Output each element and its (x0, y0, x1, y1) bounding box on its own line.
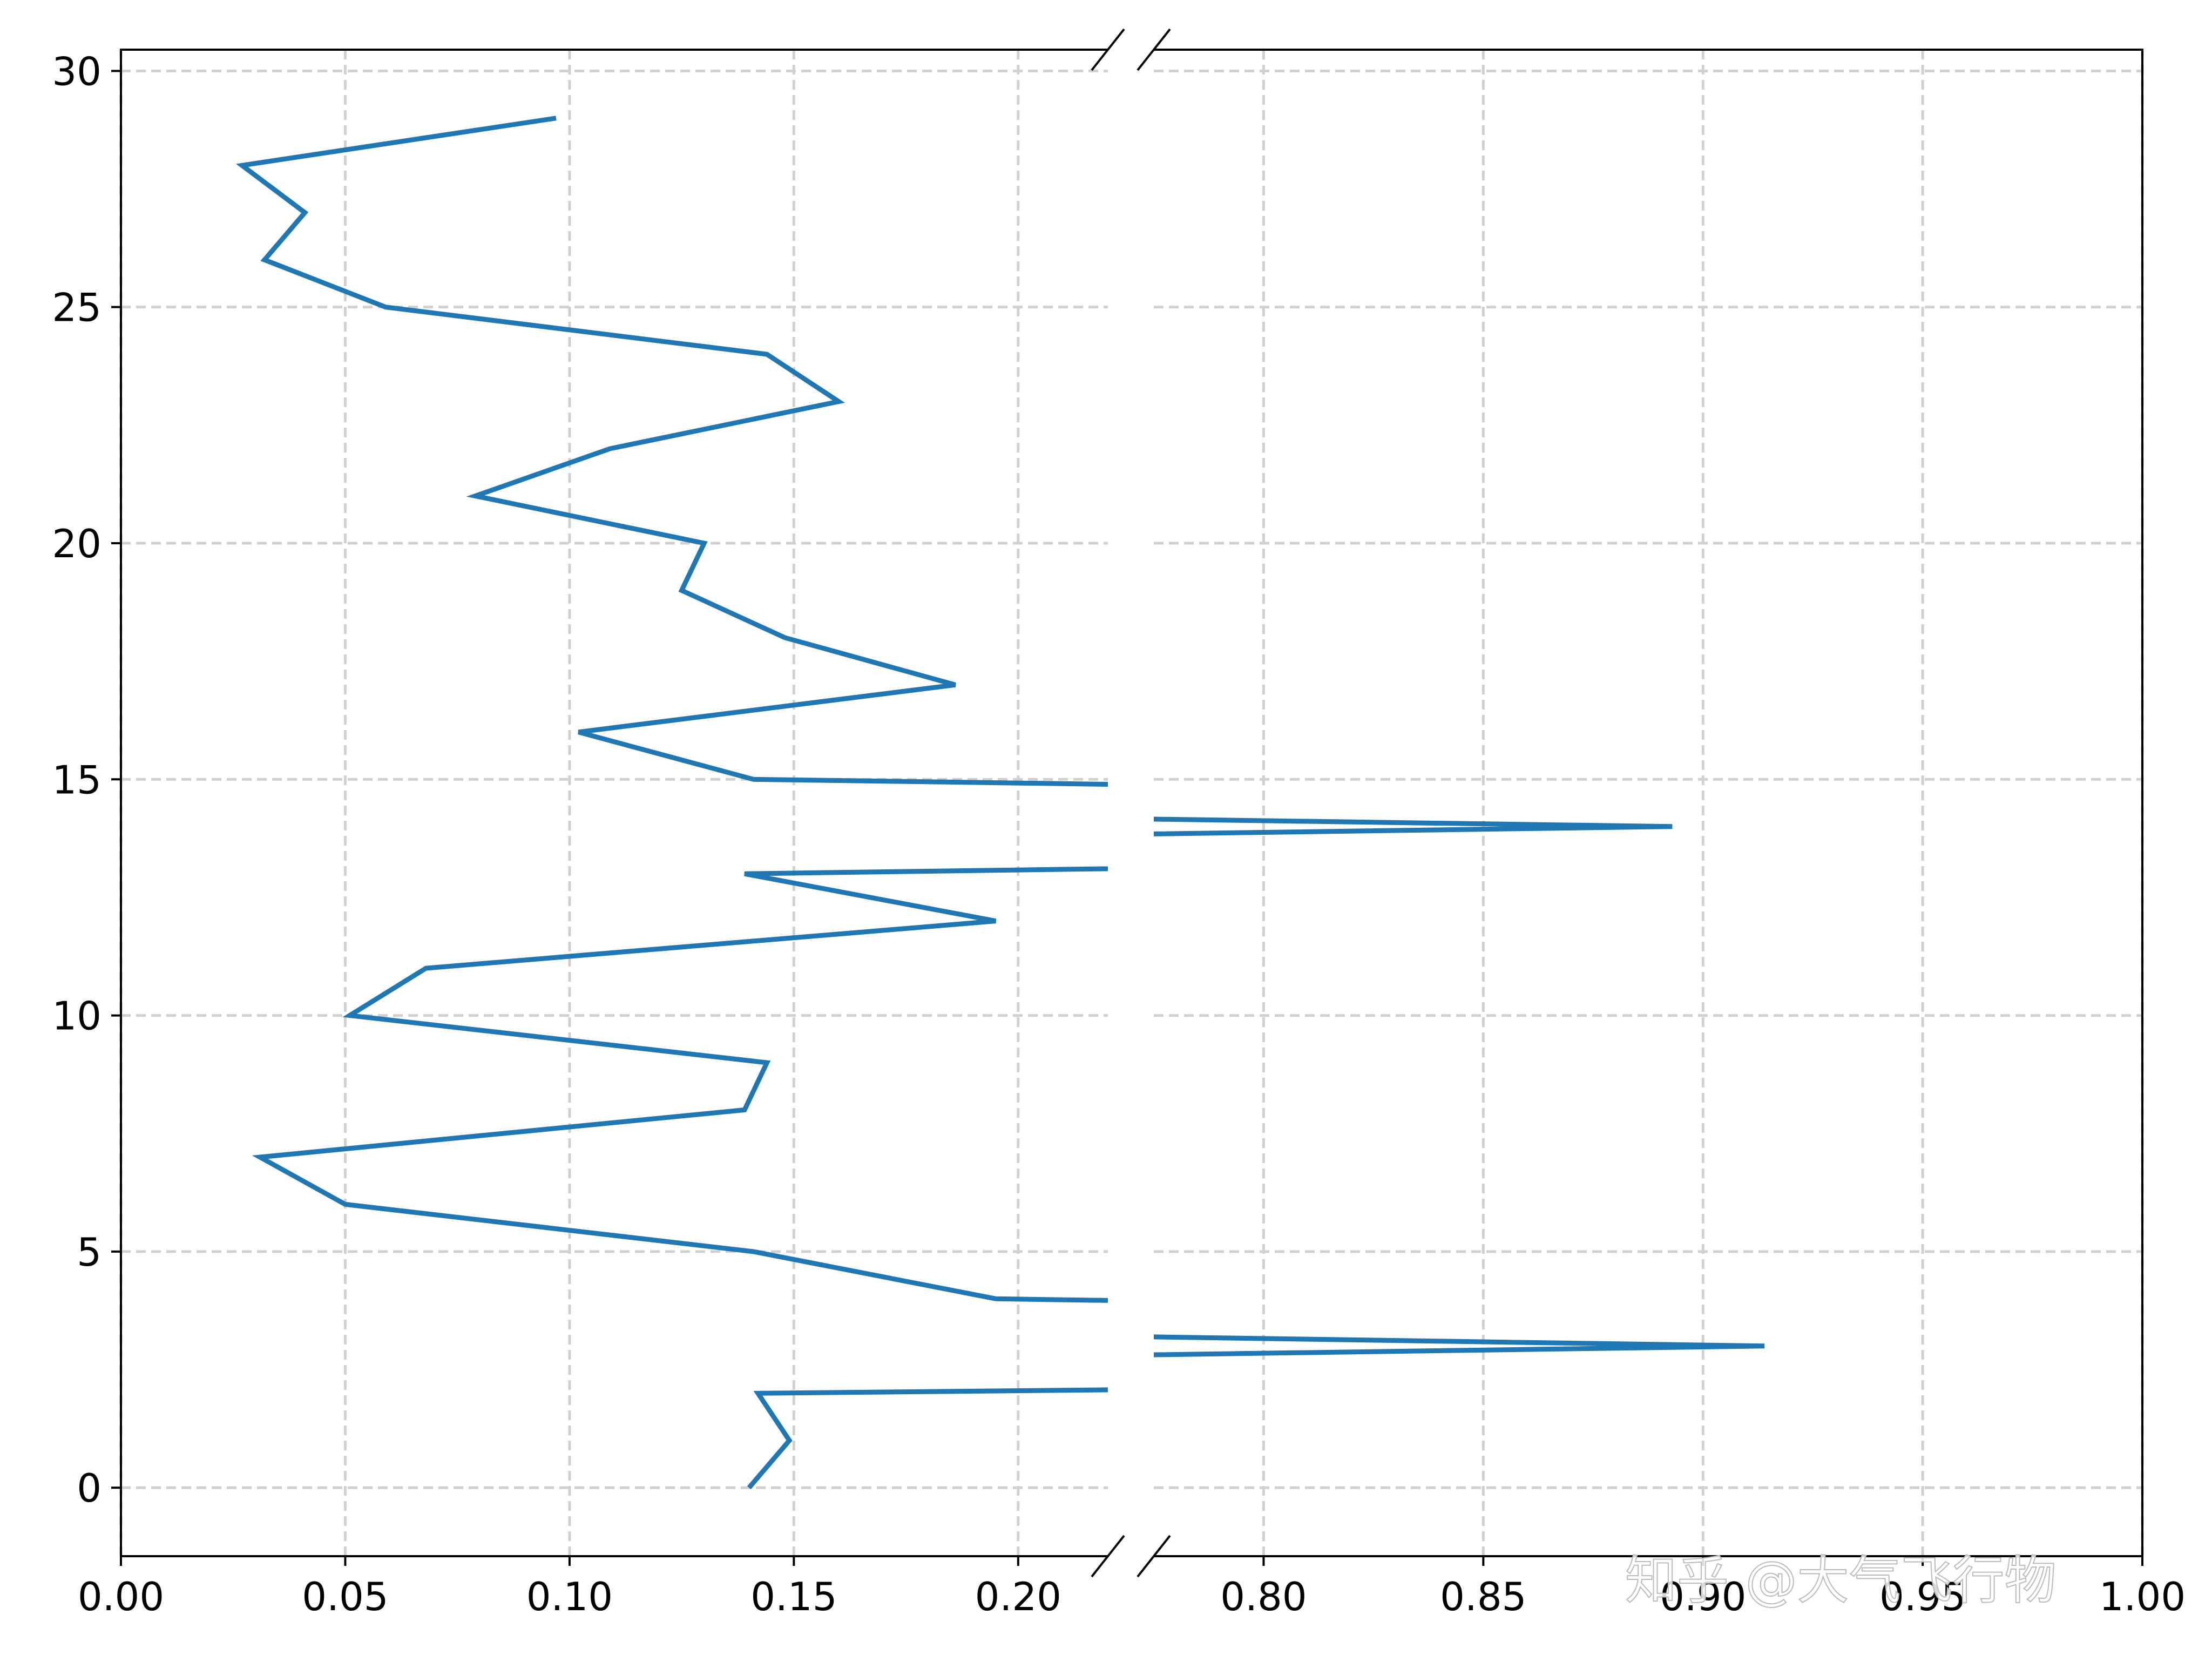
series-line-right-panel (1154, 816, 1765, 1357)
axis-ticks: 0 5 10 15 20 25 30 0.00 0.05 0.10 0.15 0.20 0.80 0.85… (52, 49, 2186, 1619)
watermark-text: 知乎 @大气飞行物 (1625, 1550, 2057, 1611)
y-tick-label-5: 5 (77, 1230, 102, 1275)
y-tick-label-0: 0 (77, 1465, 102, 1511)
grid-right-panel (1154, 50, 2144, 1556)
axes-spines (120, 49, 2143, 1557)
x-tick-label-left-0.00: 0.00 (78, 1574, 164, 1619)
axis-break-marks (1091, 28, 1171, 1578)
grid-left-panel (119, 50, 1108, 1556)
x-tick-label-right-0.85: 0.85 (1440, 1574, 1526, 1619)
x-tick-label-right-0.90: 0.90 (1660, 1574, 1746, 1619)
x-tick-label-right-1.00: 1.00 (2099, 1574, 2186, 1619)
break-mark-2 (1091, 1535, 1125, 1578)
series-line-left-panel (236, 116, 1108, 1490)
x-tick-label-left-0.10: 0.10 (526, 1574, 613, 1619)
break-mark-3 (1137, 1535, 1171, 1578)
x-tick-label-left-0.20: 0.20 (975, 1574, 1061, 1619)
y-tick-label-20: 20 (52, 521, 102, 566)
spine-right-panel (1154, 49, 2143, 1557)
x-tick-label-left-0.05: 0.05 (302, 1574, 388, 1619)
series-line-right-0 (1154, 816, 1765, 1357)
break-mark-1 (1137, 28, 1171, 71)
y-tick-label-25: 25 (52, 285, 102, 330)
break-mark-0 (1091, 28, 1125, 71)
x-tick-label-right-0.95: 0.95 (1879, 1574, 1966, 1619)
y-tick-label-15: 15 (52, 757, 102, 802)
spine-left-panel (120, 49, 1108, 1557)
x-tick-label-right-0.80: 0.80 (1220, 1574, 1307, 1619)
series-line-left-0 (236, 116, 1108, 1490)
y-tick-label-10: 10 (52, 994, 102, 1039)
y-tick-label-30: 30 (52, 49, 102, 94)
x-tick-label-left-0.15: 0.15 (750, 1574, 837, 1619)
